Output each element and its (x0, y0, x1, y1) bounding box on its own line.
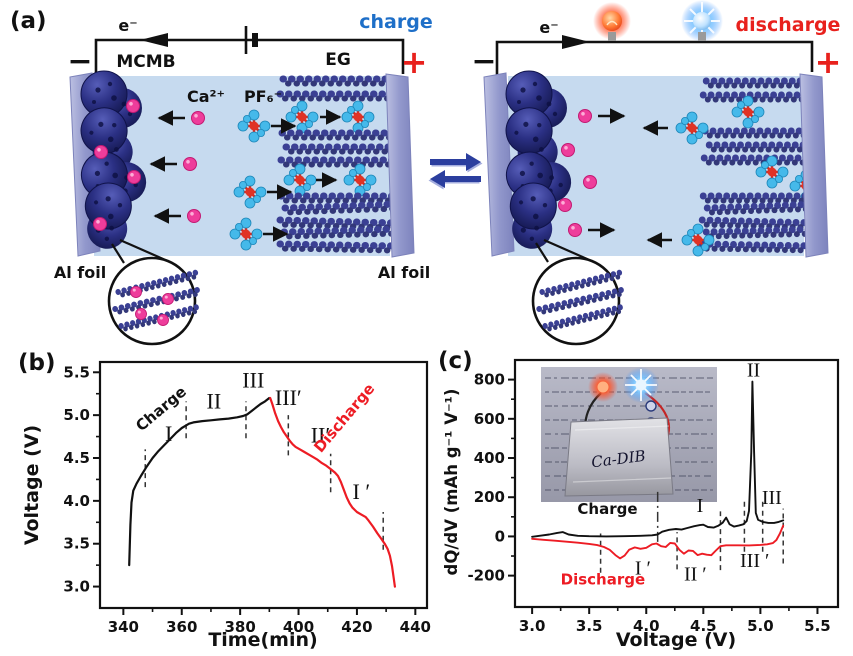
svg-text:Discharge: Discharge (310, 380, 378, 456)
anode-label: MCMB (116, 52, 175, 72)
panel-a-schematic: (a) e⁻ − + MCMB EG charge (10, 0, 842, 346)
panel-c-label: (c) (438, 348, 473, 374)
red-led-photo-icon (588, 372, 618, 402)
blue-led-icon (681, 0, 723, 42)
svg-text:3.5: 3.5 (63, 535, 90, 553)
svg-text:420: 420 (341, 618, 372, 636)
svg-text:3.5: 3.5 (576, 617, 603, 635)
svg-text:II: II (747, 360, 760, 382)
svg-text:340: 340 (108, 618, 139, 636)
battery-icon (244, 26, 258, 54)
svg-text:5.0: 5.0 (747, 617, 774, 635)
svg-text:-200: -200 (467, 567, 505, 585)
panel-b-chart: (b) Time(min) Voltage (V) 340 360 380 400 42… (18, 350, 431, 651)
magnifier-discharged-mcmb (531, 238, 623, 346)
discharge-mode-label: discharge (736, 14, 841, 36)
svg-text:II′: II′ (311, 423, 330, 448)
svg-text:400: 400 (474, 449, 505, 467)
circuit-wire (495, 40, 814, 76)
pf6-migration (642, 110, 716, 258)
svg-text:3.0: 3.0 (63, 578, 90, 596)
pouch-creases (572, 425, 672, 483)
svg-text:III ′: III ′ (740, 550, 769, 572)
pf6-migration (228, 108, 297, 252)
svg-text:3.0: 3.0 (519, 617, 546, 635)
pouch-cell (564, 417, 674, 497)
panel-c-chart: (c) Voltage (V) dQ/dV (mAh g⁻¹ V⁻¹) (438, 348, 840, 651)
svg-text:I: I (697, 495, 704, 517)
svg-text:Discharge: Discharge (561, 570, 646, 588)
panel-b-yaxis-title: Voltage (V) (21, 425, 43, 545)
electron-flow-arrow-icon (140, 33, 168, 47)
red-led-icon (593, 2, 631, 41)
panel-b-label: (b) (18, 350, 56, 376)
svg-text:360: 360 (166, 618, 197, 636)
svg-text:4.5: 4.5 (63, 449, 90, 467)
cation-label: Ca²⁺ (187, 87, 225, 106)
magnifier-charged-mcmb (107, 238, 199, 346)
positive-terminal: + (401, 43, 428, 81)
svg-text:II: II (207, 388, 222, 413)
svg-text:200: 200 (474, 488, 505, 506)
al-foil-label-right: Al foil (378, 263, 430, 282)
electron-flow-arrow-icon (562, 35, 590, 49)
svg-text:4.0: 4.0 (63, 492, 90, 510)
panel-b-xaxis-title: Time(min) (208, 629, 317, 651)
svg-text:440: 440 (400, 618, 431, 636)
panel-c-xaxis-title: Voltage (V) (616, 629, 736, 651)
svg-text:4.5: 4.5 (690, 617, 717, 635)
negative-terminal: − (471, 44, 496, 79)
svg-text:5.0: 5.0 (63, 406, 90, 424)
svg-text:600: 600 (474, 410, 505, 428)
charge-cell: e⁻ − + MCMB EG charge (54, 11, 433, 346)
al-foil-cathode (799, 73, 829, 258)
equilibrium-arrows-icon (428, 153, 483, 190)
charge-mode-label: charge (359, 11, 432, 33)
panel-c-plot-area: 3.0 3.5 4.0 4.5 5.0 5.5 -200 0 200 400 600 800 Charg… (467, 358, 840, 635)
svg-text:380: 380 (224, 618, 255, 636)
ca-ion-migration (558, 108, 626, 238)
discharge-cell: e⁻ discharge − + (471, 0, 842, 346)
svg-text:III: III (762, 487, 782, 509)
panel-a-label: (a) (10, 8, 47, 34)
cathode-label: EG (325, 50, 351, 70)
graphite-cathode (280, 79, 398, 250)
circuit-wire (94, 38, 405, 77)
anion-label: PF₆⁻ (244, 87, 282, 106)
electron-label: e⁻ (539, 18, 558, 37)
positive-terminal: + (815, 43, 842, 81)
svg-text:III: III (242, 368, 264, 393)
svg-text:II ′: II ′ (684, 564, 707, 586)
svg-text:800: 800 (474, 371, 505, 389)
svg-text:0: 0 (495, 527, 505, 545)
ca-ion-migration (149, 110, 205, 224)
panel-c-yaxis-title: dQ/dV (mAh g⁻¹ V⁻¹) (442, 389, 461, 576)
inset-photo-pouch-cell: Ca-DIB (541, 367, 717, 502)
svg-text:III′: III′ (275, 385, 302, 410)
al-foil-anode (483, 72, 515, 257)
al-foil-cathode (385, 73, 415, 258)
svg-text:Charge: Charge (577, 500, 637, 518)
al-foil-label-left: Al foil (54, 263, 106, 282)
svg-text:4.0: 4.0 (633, 617, 660, 635)
svg-text:I ′: I ′ (635, 558, 651, 580)
svg-text:5.5: 5.5 (63, 363, 90, 381)
svg-text:I ′: I ′ (352, 479, 370, 504)
svg-text:I: I (165, 421, 172, 446)
panel-b-plot-area: 340 360 380 400 420 4403.03.54.04.55.05.5Char… (63, 360, 431, 636)
blue-led-photo-icon (623, 367, 659, 403)
electron-label: e⁻ (118, 16, 137, 35)
svg-text:400: 400 (283, 618, 314, 636)
svg-text:5.5: 5.5 (804, 617, 831, 635)
